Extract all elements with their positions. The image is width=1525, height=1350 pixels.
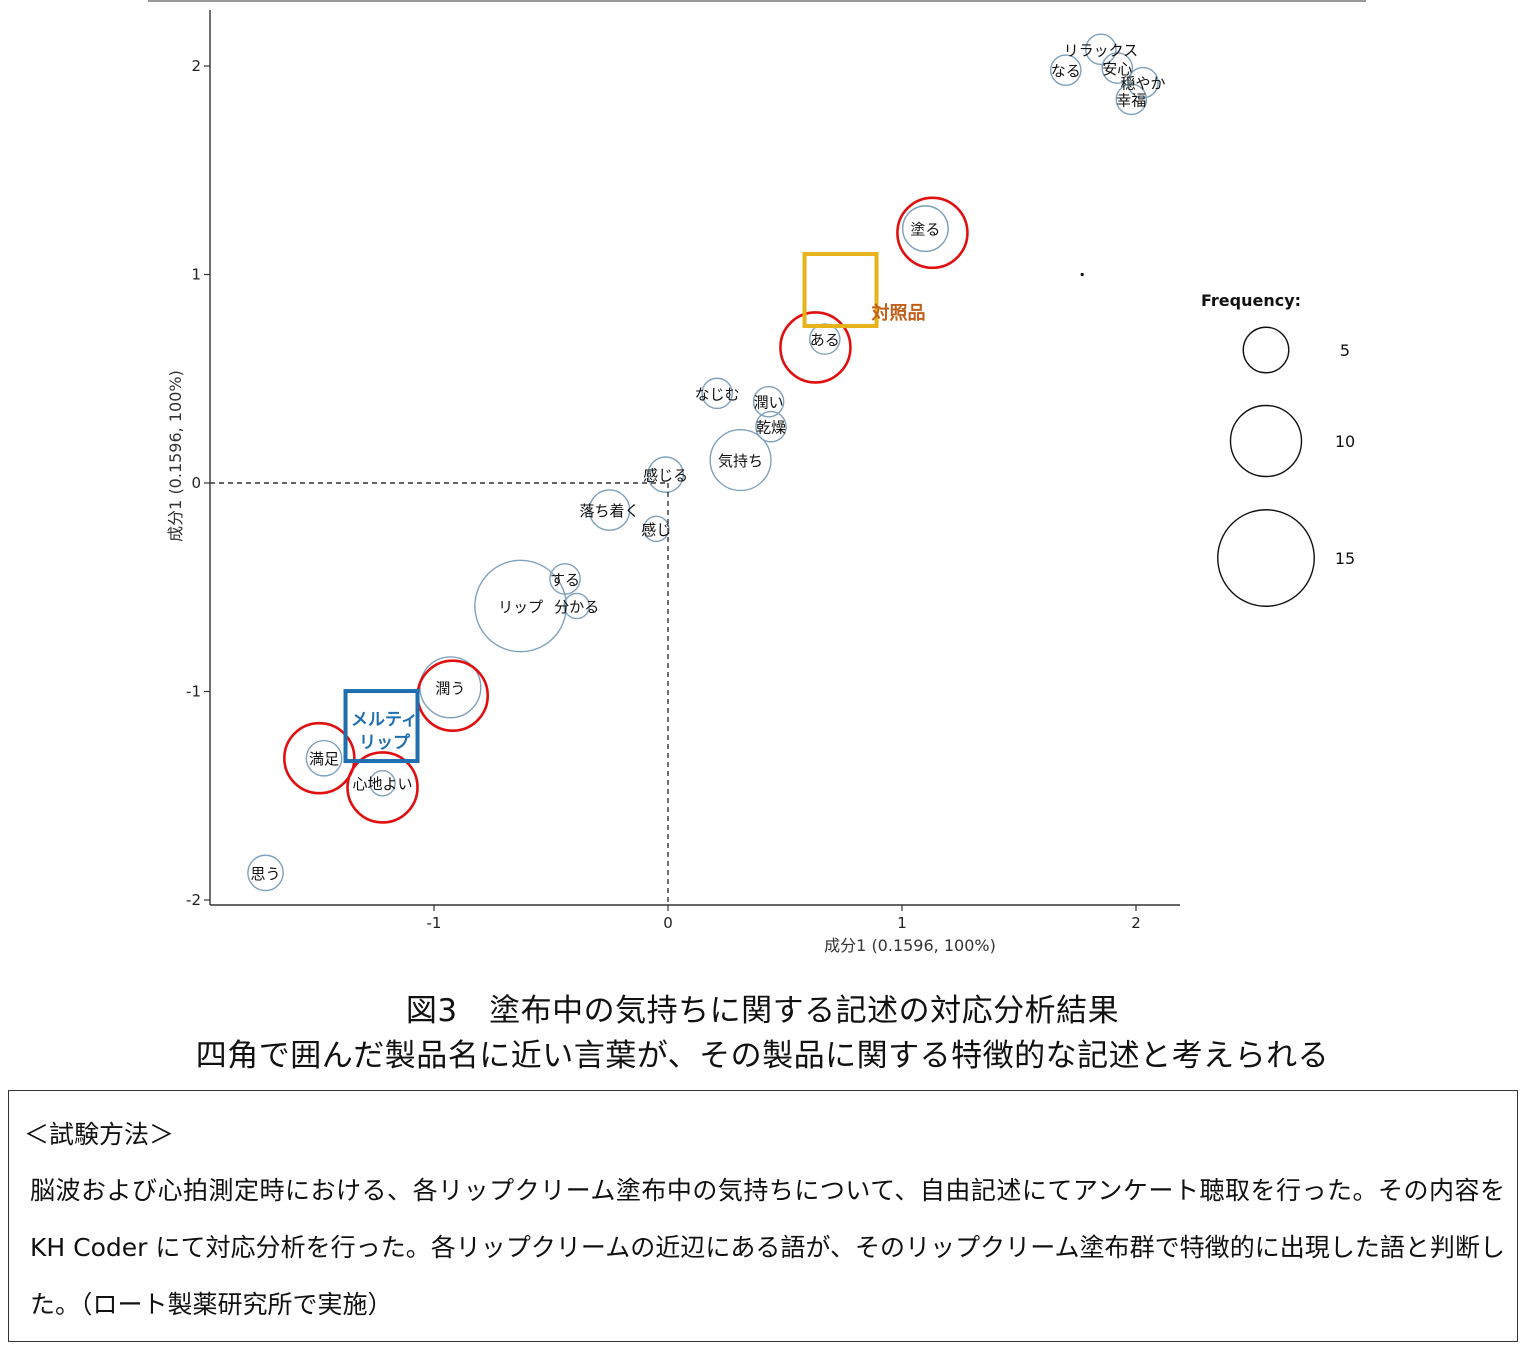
word-label: 思う <box>251 865 281 883</box>
word-label: 感じ <box>641 521 671 539</box>
legend-label: 15 <box>1335 549 1355 568</box>
product-box-meltylip <box>343 689 420 764</box>
word-bubble <box>1127 66 1159 99</box>
top-rule <box>148 0 1366 2</box>
word-bubble <box>647 456 685 494</box>
word-bubble <box>305 739 343 777</box>
legend-label: 10 <box>1335 432 1355 451</box>
word-bubble <box>643 515 670 543</box>
word-label: リップ <box>498 598 543 616</box>
legend-circle <box>1217 509 1315 607</box>
highlight-circle <box>346 751 419 824</box>
word-bubble <box>588 489 631 532</box>
method-box <box>8 1090 1518 1342</box>
word-bubble <box>1050 54 1082 86</box>
word-label: 穏やか <box>1121 75 1166 93</box>
x-tick-label: 0 <box>663 914 673 932</box>
word-label: ある <box>810 331 840 349</box>
word-label: 潤い <box>754 394 784 412</box>
word-label: リラックス <box>1064 41 1139 59</box>
axes-layer: -1 0 1 2 -2 -1 0 1 2 成分1 (0.1596, 100%) 成分1 (0.159… <box>166 10 1180 955</box>
word-label: 安心 <box>1102 60 1132 78</box>
reference-lines-layer <box>210 482 669 905</box>
highlight-circles-layer <box>283 196 969 824</box>
word-label: する <box>550 571 580 589</box>
word-bubble <box>901 205 949 253</box>
word-bubble <box>247 854 284 892</box>
x-axis-label: 成分1 (0.1596, 100%) <box>824 936 996 955</box>
y-tick-label: 1 <box>191 266 201 284</box>
word-label: 潤う <box>435 679 465 697</box>
word-bubble <box>563 592 590 620</box>
legend-title: Frequency: <box>1201 291 1301 310</box>
word-label: 心地よい <box>353 775 413 793</box>
legend-label: 5 <box>1340 341 1350 360</box>
word-bubble <box>369 769 396 797</box>
word-label: 満足 <box>309 750 339 768</box>
word-bubble <box>1085 33 1117 66</box>
word-label: 感じる <box>643 467 688 485</box>
word-bubble <box>1101 52 1134 84</box>
highlight-circle <box>779 311 852 384</box>
figure-caption-subtitle: 四角で囲んだ製品名に近い言葉が、その製品に関する特徴的な記述と考えられる <box>195 1038 1330 1074</box>
figure-caption-title: 図3 塗布中の気持ちに関する記述の対応分析結果 <box>405 993 1120 1029</box>
word-label: 分かる <box>554 598 599 616</box>
product-box-control <box>802 252 879 329</box>
correspondence-analysis-chart: -1 0 1 2 -2 -1 0 1 2 成分1 (0.1596, 100%) 成分1 (0.159… <box>166 10 1355 955</box>
legend-circle <box>1242 326 1290 374</box>
y-tick-label: -2 <box>186 891 201 909</box>
y-tick-label: 2 <box>191 57 201 75</box>
word-label: 塗る <box>910 221 940 239</box>
product-label-meltylip: リップ <box>359 732 411 753</box>
method-body: 脳波および心拍測定時における、各リップクリーム塗布中の気持ちについて、自由記述に… <box>30 1176 1505 1319</box>
y-tick-label: 0 <box>191 474 201 492</box>
product-label-control: 対照品 <box>871 302 926 324</box>
word-label: 乾燥 <box>756 419 786 437</box>
word-bubble <box>474 559 567 653</box>
x-tick-label: 1 <box>897 914 907 932</box>
y-tick-label: -1 <box>186 683 201 701</box>
point-marker <box>1080 272 1084 277</box>
word-label: 気持ち <box>718 452 763 470</box>
word-bubble <box>701 377 733 410</box>
word-label: 幸福 <box>1116 91 1146 109</box>
word-bubble <box>755 410 787 443</box>
legend: Frequency: 5 10 15 <box>1201 291 1355 607</box>
x-tick-label: 2 <box>1131 914 1141 932</box>
word-label: なじむ <box>695 385 740 403</box>
word-bubble <box>709 428 772 492</box>
bubbles-layer <box>247 33 1159 892</box>
word-bubble <box>752 385 785 418</box>
word-label: 落ち着く <box>579 502 639 520</box>
product-label-meltylip: メルティ <box>351 710 418 730</box>
highlight-circle <box>283 721 356 795</box>
x-tick-label: -1 <box>427 914 442 932</box>
word-bubble <box>1115 83 1148 116</box>
legend-circle <box>1229 404 1303 478</box>
word-label: なる <box>1051 62 1081 80</box>
highlight-circle <box>896 196 969 270</box>
method-title: ＜試験方法＞ <box>24 1120 175 1149</box>
y-axis-label: 成分1 (0.1596, 100%) <box>166 370 185 542</box>
